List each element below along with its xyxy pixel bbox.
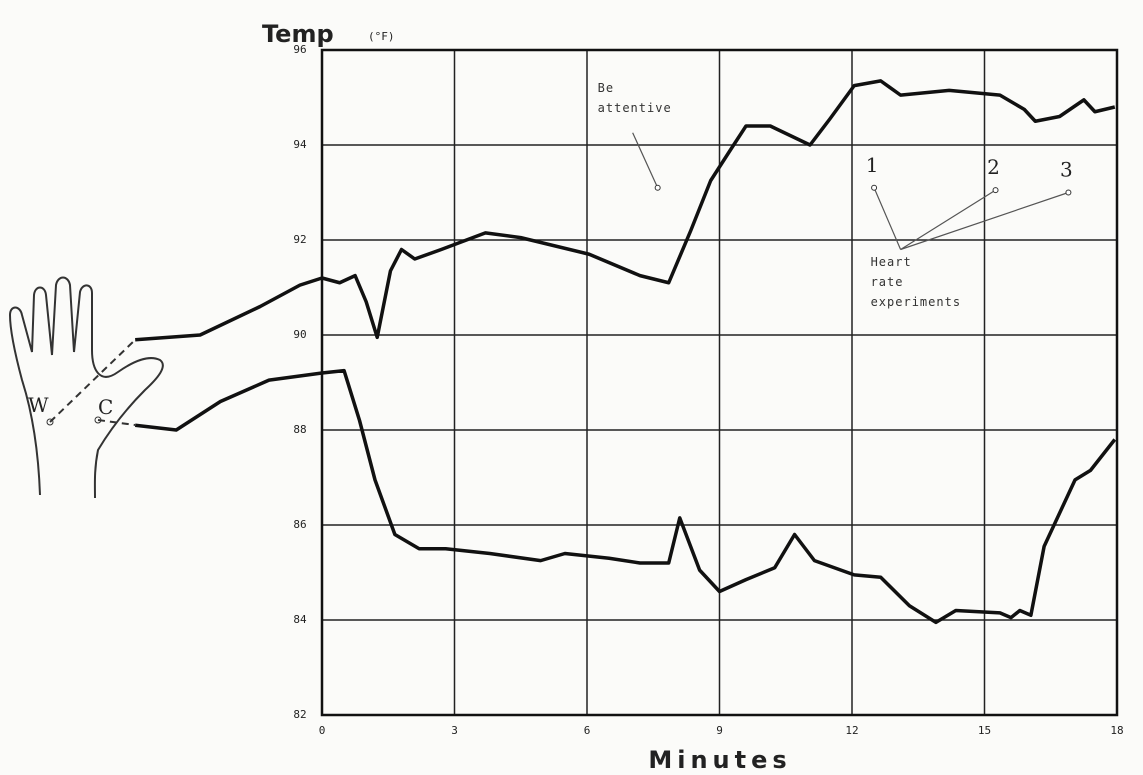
annotation-number: 1 [866,153,879,177]
y-tick-label: 86 [293,518,306,531]
w-point [46,418,54,426]
x-tick-label: 15 [978,724,991,737]
annotation-number: 3 [1060,158,1073,182]
y-tick-label: 92 [293,233,306,246]
x-tick-label: 6 [584,724,591,737]
y-tick-label: 82 [293,708,306,721]
y-tick-label: 94 [293,138,307,151]
annotation-leader [900,191,1069,251]
annotation-point [654,184,661,191]
x-tick-label: 3 [451,724,458,737]
annotation-point [871,184,878,191]
x-tick-label: 0 [319,724,326,737]
y-tick-label: 90 [293,328,306,341]
annotation-text: Be attentive [597,80,672,115]
annotation-leader [873,187,902,250]
x-tick-label: 12 [845,724,858,737]
x-tick-label: 9 [716,724,723,737]
annotation-point [992,187,999,194]
annotation-leader [632,132,659,188]
c-point [94,416,102,424]
annotation-point [1065,189,1072,196]
x-tick-label: 18 [1110,724,1123,737]
hand-label: W [28,393,49,417]
unit-label: (°F) [368,30,395,43]
chart-title: Temp [262,20,334,48]
y-tick-label: 88 [293,423,306,436]
hand-label: C [98,395,113,419]
annotation-text: Heart rate experiments [870,254,962,309]
x-axis-label: Minutes [648,746,791,774]
c-lead [97,419,136,426]
y-tick-label: 84 [293,613,307,626]
y-tick-label: 96 [293,43,306,56]
temperature-line [135,79,1116,342]
temperature-line [134,368,1117,625]
annotation-number: 2 [987,155,1000,179]
w-lead [49,339,136,423]
plot-frame [320,48,1119,717]
hand-sketch [8,276,164,499]
annotation-leader [900,189,996,251]
